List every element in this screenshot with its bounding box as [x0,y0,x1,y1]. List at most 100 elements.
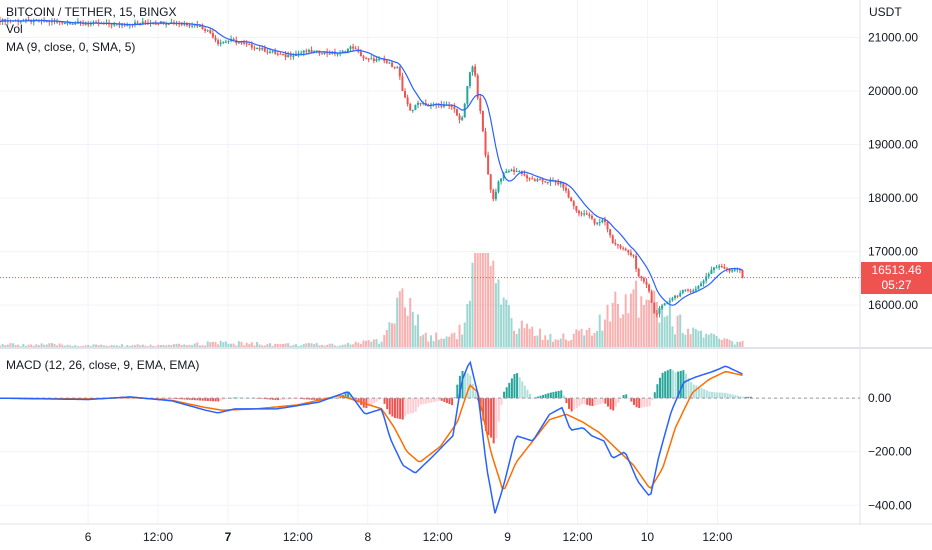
volume-bar [178,343,181,348]
symbol-legend[interactable]: BITCOIN / TETHER, 15, BINGX [6,5,177,19]
volume-bar [575,329,578,348]
candle-body [588,214,591,216]
volume-bar [687,328,690,348]
macd-hist-bar [497,398,500,422]
volume-bar [528,328,531,348]
macd-hist-bar [586,398,589,405]
time-tick-label: 12:00 [283,530,313,544]
volume-bar [357,342,360,348]
macd-hist-bar [684,373,687,399]
macd-hist-bar [305,398,308,400]
macd-hist-bar [521,381,524,399]
candle-body [442,104,445,107]
macd-hist-bar [726,393,729,399]
macd-hist-bar [308,398,311,400]
price-axis-labels: 16000.00 17000.00 18000.00 19000.00 20000.00… [868,30,918,312]
candle-body [196,24,199,27]
volume-bar [720,339,723,348]
volume-bar [339,345,342,348]
volume-bar [593,333,596,348]
macd-hist-bar [178,398,181,400]
candle-body [279,53,282,55]
candle-body [414,104,417,110]
volume-bar [214,342,217,348]
volume-bar [318,345,321,348]
volume-bar [650,301,653,348]
candle-body [87,23,90,25]
volume-bar [240,341,243,348]
candle-body [323,51,326,55]
volume-bar [557,339,560,348]
macd-legend[interactable]: MACD (12, 26, close, 9, EMA, EMA) [6,358,200,372]
candle-body [513,169,516,172]
volume-bar [302,343,305,348]
volume-bar [48,343,51,348]
macd-hist-bar [635,398,638,408]
volume-bar [518,328,521,348]
candle-body [596,222,599,224]
candle-body [214,37,217,41]
volume-bar [206,341,209,348]
volume-bar [331,343,334,348]
macd-hist-bar [375,398,378,402]
macd-hist-bar [160,398,163,399]
macd-hist-bar [599,398,602,405]
macd-hist-bar [357,398,360,403]
candle-body [266,51,269,53]
volume-bar [635,280,638,348]
volume-bar [362,340,365,348]
ma-legend[interactable]: MA (9, close, 0, SMA, 5) [6,40,136,54]
volume-bar [648,299,651,348]
candle-body [245,43,248,45]
macd-hist-bar [573,398,576,410]
volume-bar [645,299,648,348]
candle-body [539,179,542,181]
macd-hist-bar [386,398,389,410]
volume-bar [102,345,105,348]
volume-bar [559,338,562,348]
macd-hist-bar [482,398,485,421]
candle-body [126,25,129,27]
candle-body [232,38,235,41]
macd-tick-label: −400.00 [868,498,912,512]
last-price-badge: 16513.46 05:27 [861,262,932,294]
candle-body [629,252,632,256]
volume-bar [349,344,352,348]
candle-body [45,20,48,22]
volume-bar [43,344,46,348]
macd-hist-bar [414,398,417,412]
volume-bar [489,265,492,348]
macd-hist-bar [731,394,734,399]
volume-bar [27,344,30,348]
candle-body [139,23,142,25]
volume-bar [243,345,246,348]
candle-body [515,171,518,173]
macd-hist-bar [401,398,404,420]
macd-hist-bar [383,398,386,404]
candle-body [217,40,220,45]
volume-bar [723,338,726,348]
candle-body [624,248,627,251]
candle-body [227,40,230,42]
macd-hist-bar [222,398,225,400]
candle-body [136,22,139,24]
macd-hist-bar [396,398,399,419]
volume-bar [97,345,100,348]
volume-bar [391,323,394,348]
volume-bar [217,344,220,348]
macd-hist-bar [536,396,539,399]
volume-bar [224,341,227,348]
candle-body [69,22,72,25]
candle-body [546,181,549,183]
volume-bar [570,340,573,348]
macd-hist-bar [734,395,737,399]
candle-body [71,23,74,25]
volume-bar [513,330,516,348]
volume-bar [406,315,409,348]
vol-legend[interactable]: Vol [6,22,23,36]
candle-body [385,60,388,63]
candle-body [531,178,534,180]
candle-body [635,255,638,269]
macd-hist-bar [430,398,433,403]
